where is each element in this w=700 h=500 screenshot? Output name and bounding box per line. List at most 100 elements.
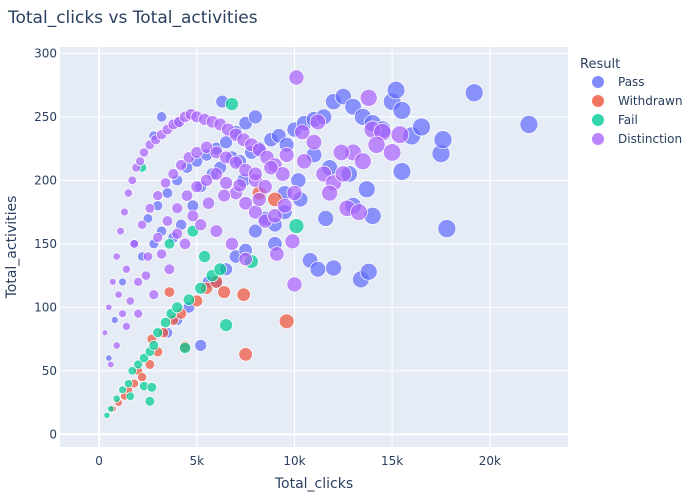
data-point-distinction: [161, 215, 174, 227]
data-point-distinction: [257, 179, 273, 195]
data-point-pass: [359, 262, 378, 281]
data-point-distinction: [152, 232, 164, 243]
data-point-withdrawn: [163, 286, 176, 298]
data-point-pass: [105, 354, 113, 362]
data-point-distinction: [263, 160, 279, 176]
data-point-distinction: [101, 329, 109, 337]
x-tick-label: 20k: [479, 454, 501, 468]
data-point-pass: [248, 223, 263, 239]
data-point-distinction: [118, 309, 127, 318]
data-point-distinction: [248, 166, 263, 182]
data-point-pass: [110, 316, 119, 324]
data-point-distinction: [367, 135, 386, 154]
data-point-distinction: [286, 276, 303, 293]
y-tick-label: 150: [34, 237, 57, 251]
data-point-distinction: [286, 185, 303, 201]
x-tick-label: 0: [95, 454, 103, 468]
data-point-distinction: [201, 196, 215, 210]
data-point-distinction: [382, 143, 402, 162]
data-point-fail: [288, 218, 305, 234]
legend-item-withdrawn[interactable]: Withdrawn: [618, 94, 683, 108]
data-point-distinction: [135, 156, 146, 167]
data-point-fail: [194, 281, 208, 295]
data-point-fail: [179, 341, 192, 354]
data-point-withdrawn: [144, 359, 156, 370]
data-point-pass: [142, 213, 154, 224]
data-point-distinction: [125, 296, 135, 306]
grid-lines: [60, 47, 568, 447]
data-point-distinction: [156, 248, 168, 260]
data-point-pass: [194, 339, 208, 352]
data-point-distinction: [144, 203, 156, 214]
data-point-distinction: [359, 88, 378, 107]
data-point-distinction: [122, 264, 131, 274]
legend-marker-pass: [592, 76, 604, 88]
data-point-distinction: [228, 155, 243, 170]
data-point-pass: [309, 260, 327, 278]
data-point-fail: [123, 379, 133, 389]
data-point-fail: [171, 301, 184, 314]
data-point-distinction: [180, 189, 194, 202]
data-point-distinction: [142, 251, 154, 262]
data-point-distinction: [305, 134, 323, 151]
legend-item-pass[interactable]: Pass: [618, 75, 645, 89]
data-point-distinction: [123, 188, 133, 198]
legend-item-distinction[interactable]: Distinction: [618, 132, 682, 146]
legend-marker-fail: [592, 114, 604, 126]
data-point-distinction: [186, 209, 200, 223]
data-point-distinction: [137, 219, 148, 230]
data-point-distinction: [148, 289, 160, 300]
data-point-withdrawn: [236, 287, 251, 302]
data-point-fail: [139, 353, 150, 364]
data-point-withdrawn: [238, 347, 253, 362]
data-point-pass: [357, 180, 376, 199]
x-tick-label: 15k: [381, 454, 403, 468]
data-point-distinction: [140, 270, 152, 281]
data-point-fail: [118, 385, 127, 395]
data-point-fail: [112, 394, 121, 403]
data-point-fail: [103, 411, 111, 419]
data-point-pass: [412, 117, 431, 137]
data-point-fail: [163, 238, 176, 250]
data-point-fail: [133, 359, 143, 370]
data-point-pass: [392, 162, 412, 181]
data-point-distinction: [267, 208, 283, 224]
data-point-fail: [148, 340, 160, 351]
data-point-fail: [144, 396, 156, 407]
y-tick-label: 200: [34, 173, 57, 187]
data-point-distinction: [152, 190, 164, 201]
data-point-withdrawn: [217, 285, 231, 299]
x-tick-label: 10k: [283, 454, 305, 468]
data-point-pass: [433, 130, 453, 150]
data-point-distinction: [225, 236, 239, 251]
data-point-distinction: [114, 290, 123, 299]
data-point-distinction: [171, 202, 184, 215]
data-point-pass: [392, 101, 412, 120]
data-point-distinction: [217, 188, 231, 203]
data-point-pass: [464, 83, 484, 103]
data-point-distinction: [167, 168, 180, 180]
data-point-fail: [125, 391, 135, 401]
y-tick-label: 300: [34, 46, 57, 60]
data-point-distinction: [276, 197, 293, 214]
y-tick-label: 100: [34, 300, 57, 314]
data-point-pass: [437, 219, 457, 238]
data-point-distinction: [232, 178, 247, 193]
data-point-distinction: [133, 308, 143, 319]
legend-marker-distinction: [592, 133, 604, 145]
data-point-distinction: [251, 192, 267, 207]
data-point-distinction: [108, 278, 117, 286]
data-point-distinction: [309, 113, 327, 131]
data-point-pass: [156, 111, 168, 123]
y-tick-label: 0: [49, 427, 57, 441]
data-point-distinction: [163, 263, 176, 275]
data-point-distinction: [294, 124, 311, 141]
legend-item-fail[interactable]: Fail: [618, 113, 638, 127]
data-point-withdrawn: [278, 313, 295, 330]
data-point-fail: [182, 293, 196, 306]
data-point-distinction: [219, 176, 233, 190]
legend[interactable]: Result Pass Withdrawn Fail Distinction: [580, 57, 683, 146]
y-axis-ticks: 0 50 100 150 200 250 300: [34, 46, 57, 441]
data-point-distinction: [332, 143, 350, 161]
